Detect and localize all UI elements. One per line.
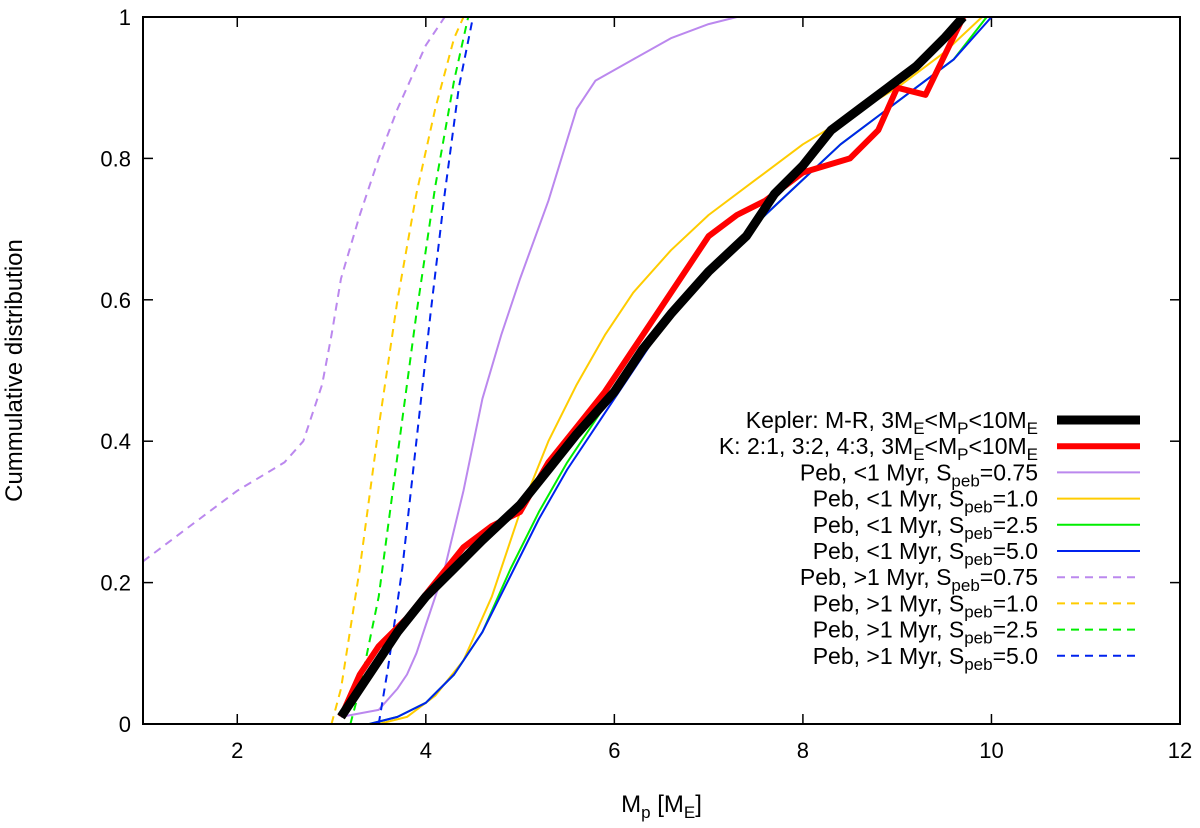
legend-label: K: 2:1, 3:2, 4:3, 3ME<MP<10ME [719,433,1038,464]
legend-label-subscript: peb [964,602,992,621]
legend-label-part: Peb, >1 Myr, S [800,564,952,590]
series-line-7 [143,17,446,563]
legend-label-part: Peb, <1 Myr, S [800,459,952,485]
legend-label: Peb, <1 Myr, Speb=1.0 [813,486,1038,517]
tick-labels: 2 4 6 8 10 12 0 0.2 0.4 0.6 0.8 1 [100,5,1192,763]
x-axis-title-end: ] [695,791,702,818]
legend-label: Peb, >1 Myr, Speb=1.0 [813,590,1038,621]
series-line-8 [330,17,465,724]
x-axis-title-main: M [621,791,641,818]
x-tick-label: 2 [231,738,243,763]
x-tick-label: 8 [797,738,809,763]
series-line-9 [349,17,470,724]
series-lines [143,17,993,724]
legend-label-part: =5.0 [993,643,1038,669]
legend-label-subscript: peb [951,576,979,595]
y-tick-label: 0.6 [100,288,131,313]
x-tick-label: 6 [608,738,620,763]
y-tick-label: 0.2 [100,571,131,596]
legend-label-part: =1.0 [993,590,1038,616]
series-line-3 [340,17,738,718]
legend-label-subscript: E [1027,445,1038,464]
legend-label-part: Peb, >1 Myr, S [813,590,965,616]
x-tick-label: 12 [1168,738,1192,763]
legend-label: Peb, >1 Myr, Speb=0.75 [800,564,1038,595]
legend-label-part: Peb, <1 Myr, S [813,486,965,512]
legend-label: Peb, >1 Myr, Speb=5.0 [813,643,1038,674]
legend-label-part: K: 2:1, 3:2, 4:3, 3M [719,433,913,459]
legend-label-subscript: peb [964,629,992,648]
legend-label: Kepler: M-R, 3ME<MP<10ME [746,407,1038,438]
legend-label-part: =0.75 [980,459,1038,485]
x-axis-title-rest: [M [651,791,684,818]
y-tick-label: 1 [119,5,131,30]
series-line-1 [337,17,967,720]
legend-label-subscript: peb [951,471,979,490]
x-tick-label: 10 [979,738,1003,763]
x-axis-title-sub: p [641,803,650,822]
legend-label-part: =2.5 [993,617,1038,643]
legend-label-part: <10M [968,433,1026,459]
x-axis-title-sub2: E [684,803,695,822]
y-tick-label: 0.4 [100,429,131,454]
legend-label-subscript: E [913,445,924,464]
y-tick-label: 0.8 [100,146,131,171]
legend-label-subscript: P [957,445,968,464]
series-line-10 [377,17,474,724]
legend-label-subscript: peb [964,498,992,517]
legend-label-part: <10M [968,407,1026,433]
plot-frame [142,16,1181,725]
legend-label-part: Peb, <1 Myr, S [813,538,965,564]
legend-label-subscript: peb [964,655,992,674]
legend-label: Peb, <1 Myr, Speb=2.5 [813,512,1038,543]
legend-label-subscript: P [957,419,968,438]
x-tick-label: 4 [420,738,432,763]
legend-label-part: =0.75 [980,564,1038,590]
legend-label-part: Peb, <1 Myr, S [813,512,965,538]
legend-label-part: =1.0 [993,486,1038,512]
legend-label-part: =2.5 [993,512,1038,538]
legend-label-part: =5.0 [993,538,1038,564]
legend-label-part: <M [925,407,958,433]
legend-label: Peb, <1 Myr, Speb=0.75 [800,459,1038,490]
legend-label-subscript: peb [964,524,992,543]
x-axis-title: Mp [ME] [621,791,702,822]
legend-label-subscript: peb [964,550,992,569]
legend-label-part: Peb, >1 Myr, S [813,643,965,669]
y-tick-label: 0 [119,712,131,737]
legend-label-subscript: E [1027,419,1038,438]
legend-label-part: Peb, >1 Myr, S [813,617,965,643]
legend-label: Peb, >1 Myr, Speb=2.5 [813,617,1038,648]
y-axis-title: Cummulative distribution [1,239,28,502]
legend-label: Peb, <1 Myr, Speb=5.0 [813,538,1038,569]
legend-label-part: Kepler: M-R, 3M [746,407,913,433]
legend-label-part: <M [925,433,958,459]
legend-label-subscript: E [913,419,924,438]
